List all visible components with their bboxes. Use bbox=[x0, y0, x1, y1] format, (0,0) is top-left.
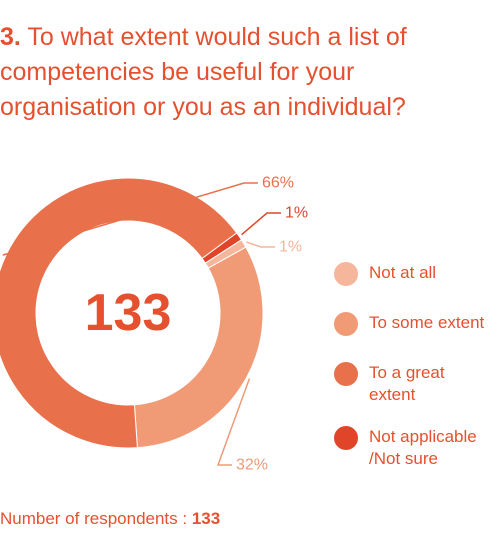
chart-title: 3. To what extent would such a list of c… bbox=[0, 20, 470, 125]
leader-line bbox=[2, 182, 258, 256]
footer-label: Number of respondents : bbox=[0, 509, 188, 528]
legend-label: Not applicable /Not sure bbox=[369, 427, 477, 468]
legend-item: To a great extent bbox=[334, 362, 494, 406]
donut-slice bbox=[133, 246, 264, 449]
legend-label: To a great extent bbox=[369, 363, 445, 404]
legend-swatch bbox=[334, 426, 358, 450]
footer: Number of respondents : 133 bbox=[0, 509, 220, 529]
legend-swatch bbox=[334, 262, 358, 286]
footer-value: 133 bbox=[191, 509, 221, 528]
leader-line bbox=[241, 212, 281, 236]
leader-line bbox=[246, 241, 275, 248]
legend-item: Not applicable /Not sure bbox=[334, 426, 494, 470]
value-label: 32% bbox=[236, 457, 268, 474]
center-label: 133 bbox=[85, 284, 172, 342]
legend-label: To some extent bbox=[369, 313, 485, 332]
legend-item: To some extent bbox=[334, 312, 484, 336]
value-label: 66% bbox=[262, 175, 294, 192]
legend-swatch bbox=[334, 362, 358, 386]
legend-label: Not at all bbox=[369, 263, 437, 282]
donut-slice bbox=[0, 177, 238, 449]
value-label: 1% bbox=[285, 205, 308, 222]
title-text: To what extent would such a list of comp… bbox=[0, 23, 407, 121]
leader-line bbox=[216, 378, 251, 466]
legend-item: Not at all bbox=[334, 262, 436, 286]
title-number: 3. bbox=[0, 23, 21, 51]
value-label: 1% bbox=[279, 239, 302, 256]
legend-swatch bbox=[334, 312, 358, 336]
